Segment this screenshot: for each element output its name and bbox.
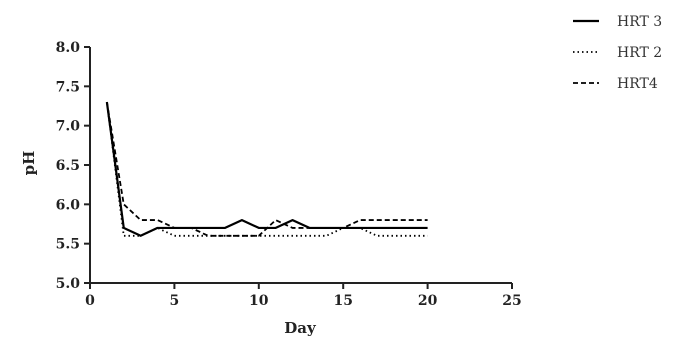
series-line-hrt4 xyxy=(105,101,428,237)
x-tick-label: 15 xyxy=(333,293,352,309)
x-tick-label: 20 xyxy=(418,293,438,309)
y-tick-label: 5.5 xyxy=(56,237,80,253)
y-tick-label: 7.5 xyxy=(56,79,80,95)
x-tick-label: 10 xyxy=(249,293,269,309)
axes: 0 5 10 15 20 25 5.0 5.5 6.0 6.5 7.0 7.5 8.0 Day pH xyxy=(20,40,522,337)
x-tick-label: 0 xyxy=(85,293,95,309)
legend-label: HRT 3 xyxy=(617,14,662,30)
legend: HRT 3 HRT 2 HRT4 xyxy=(573,14,662,92)
x-tick-label: 25 xyxy=(502,293,521,309)
series-line-hrt-2 xyxy=(105,101,428,237)
y-tick-label: 5.0 xyxy=(56,276,81,292)
y-tick-label: 6.0 xyxy=(56,197,81,213)
y-tick-label: 6.5 xyxy=(56,158,80,174)
series-line-hrt-3 xyxy=(105,101,428,237)
legend-label: HRT 2 xyxy=(617,45,662,61)
x-axis-title: Day xyxy=(284,319,317,337)
y-tick-label: 8.0 xyxy=(56,40,81,56)
plot-area xyxy=(105,101,428,237)
y-tick-label: 7.0 xyxy=(56,119,81,135)
y-axis-title: pH xyxy=(20,151,38,176)
x-tick-label: 5 xyxy=(170,293,180,309)
legend-label: HRT4 xyxy=(617,76,658,92)
